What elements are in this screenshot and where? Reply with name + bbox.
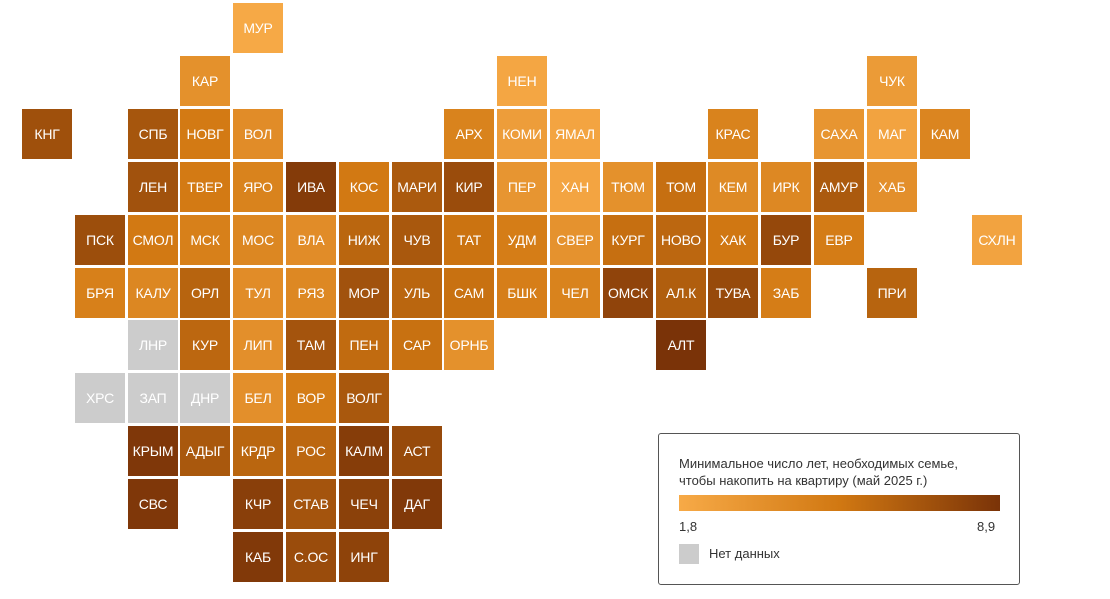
- region-tile: КАБ: [233, 532, 283, 582]
- region-tile: ДАГ: [392, 479, 442, 529]
- region-tile: ПСК: [75, 215, 125, 265]
- region-tile: КУР: [180, 320, 230, 370]
- region-tile: МАРИ: [392, 162, 442, 212]
- region-tile: ЗАП: [128, 373, 178, 423]
- region-tile: ОМСК: [603, 268, 653, 318]
- region-tile: ПЕН: [339, 320, 389, 370]
- region-tile: ДНР: [180, 373, 230, 423]
- region-tile: ЛНР: [128, 320, 178, 370]
- region-tile: КРДР: [233, 426, 283, 476]
- region-tile: САМ: [444, 268, 494, 318]
- region-tile: КНГ: [22, 109, 72, 159]
- region-tile: ВЛА: [286, 215, 336, 265]
- region-tile: ЛИП: [233, 320, 283, 370]
- no-data-swatch: [679, 544, 699, 564]
- region-tile: СВЕР: [550, 215, 600, 265]
- region-tile: ЯМАЛ: [550, 109, 600, 159]
- region-tile: НОВГ: [180, 109, 230, 159]
- region-tile: ОРЛ: [180, 268, 230, 318]
- legend-color-gradient: [679, 495, 1000, 511]
- region-tile: ЧУК: [867, 56, 917, 106]
- region-tile: АДЫГ: [180, 426, 230, 476]
- region-tile: ТОМ: [656, 162, 706, 212]
- region-tile: ОРНБ: [444, 320, 494, 370]
- region-tile: ЧЕЧ: [339, 479, 389, 529]
- legend-min-label: 1,8: [679, 519, 698, 534]
- region-tile: БРЯ: [75, 268, 125, 318]
- region-tile: КРЫМ: [128, 426, 178, 476]
- region-tile: СТАВ: [286, 479, 336, 529]
- region-tile: УЛЬ: [392, 268, 442, 318]
- region-tile: ЗАБ: [761, 268, 811, 318]
- region-tile: ХАН: [550, 162, 600, 212]
- legend-title: Минимальное число лет, необходимых семье…: [679, 456, 959, 488]
- region-tile: КАР: [180, 56, 230, 106]
- region-tile: АЛТ: [656, 320, 706, 370]
- region-tile: КАЛУ: [128, 268, 178, 318]
- no-data-label: Нет данных: [709, 546, 780, 561]
- region-tile: СХЛН: [972, 215, 1022, 265]
- region-tile: ТУЛ: [233, 268, 283, 318]
- region-tile: БЕЛ: [233, 373, 283, 423]
- region-tile: КОМИ: [497, 109, 547, 159]
- region-tile: КАМ: [920, 109, 970, 159]
- region-tile: КИР: [444, 162, 494, 212]
- region-tile: ТУВА: [708, 268, 758, 318]
- region-tile: АСТ: [392, 426, 442, 476]
- region-tile: ПЕР: [497, 162, 547, 212]
- region-tile: ЯРО: [233, 162, 283, 212]
- region-tile: КАЛМ: [339, 426, 389, 476]
- region-tile: КРАС: [708, 109, 758, 159]
- region-tile: ИВА: [286, 162, 336, 212]
- region-tile: РЯЗ: [286, 268, 336, 318]
- region-tile: МАГ: [867, 109, 917, 159]
- region-tile: СВС: [128, 479, 178, 529]
- region-tile: САХА: [814, 109, 864, 159]
- legend-max-label: 8,9: [977, 519, 996, 534]
- region-tile: МОС: [233, 215, 283, 265]
- region-tile: НОВО: [656, 215, 706, 265]
- region-tile: ЧУВ: [392, 215, 442, 265]
- region-tile: КОС: [339, 162, 389, 212]
- region-tile: ЕВР: [814, 215, 864, 265]
- region-tile: БУР: [761, 215, 811, 265]
- region-tile: ЛЕН: [128, 162, 178, 212]
- region-tile: НЕН: [497, 56, 547, 106]
- region-tile: БШК: [497, 268, 547, 318]
- region-tile: РОС: [286, 426, 336, 476]
- region-tile: АМУР: [814, 162, 864, 212]
- region-tile: ПРИ: [867, 268, 917, 318]
- region-tile: ЧЕЛ: [550, 268, 600, 318]
- region-tile: ВОЛГ: [339, 373, 389, 423]
- region-tile: КЧР: [233, 479, 283, 529]
- region-tile: ТЮМ: [603, 162, 653, 212]
- region-tile: МСК: [180, 215, 230, 265]
- region-tile: ХАК: [708, 215, 758, 265]
- region-tile: УДМ: [497, 215, 547, 265]
- region-tile: САР: [392, 320, 442, 370]
- legend: Минимальное число лет, необходимых семье…: [658, 433, 1020, 585]
- region-tile: ИНГ: [339, 532, 389, 582]
- region-tile: ВОР: [286, 373, 336, 423]
- region-tile: КЕМ: [708, 162, 758, 212]
- region-tile: СМОЛ: [128, 215, 178, 265]
- region-tile: КУРГ: [603, 215, 653, 265]
- region-tile: ХАБ: [867, 162, 917, 212]
- region-tile: ТАМ: [286, 320, 336, 370]
- region-tile: НИЖ: [339, 215, 389, 265]
- region-tile: МОР: [339, 268, 389, 318]
- region-tile: ТАТ: [444, 215, 494, 265]
- region-tile: ХРС: [75, 373, 125, 423]
- region-tile: ИРК: [761, 162, 811, 212]
- region-tile: МУР: [233, 3, 283, 53]
- region-tile: АЛ.К: [656, 268, 706, 318]
- region-tile: С.ОС: [286, 532, 336, 582]
- region-tile: ВОЛ: [233, 109, 283, 159]
- region-tile: СПБ: [128, 109, 178, 159]
- region-tile: АРХ: [444, 109, 494, 159]
- region-tile: ТВЕР: [180, 162, 230, 212]
